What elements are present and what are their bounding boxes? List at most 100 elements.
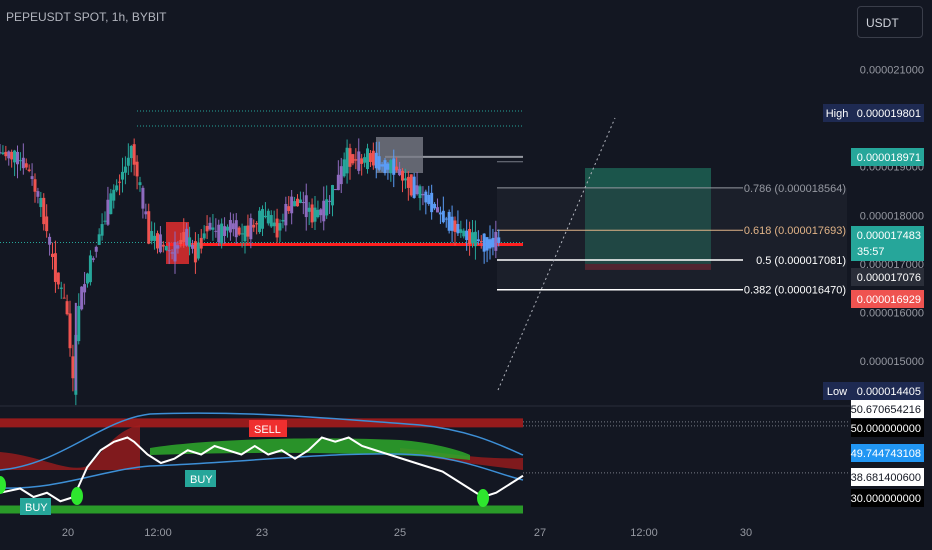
osc-tag-bg [851, 400, 924, 418]
candle-body [234, 220, 238, 238]
candle-body [339, 166, 343, 185]
oscillator-line [0, 436, 524, 503]
candle-body [261, 209, 264, 229]
candle-body [182, 232, 186, 243]
candle-body [444, 218, 448, 220]
current-price-bg [851, 226, 924, 261]
blue-upper [0, 412, 524, 471]
candle-body [436, 207, 439, 213]
candle-body [403, 178, 407, 181]
candle-body [476, 239, 480, 242]
candle-body [447, 211, 451, 231]
osc-tag-bg [851, 489, 924, 507]
candle-body [185, 228, 189, 246]
candle-body [383, 160, 387, 174]
candle-body [4, 151, 8, 157]
candle-body [86, 273, 89, 284]
high-label-bg [823, 104, 851, 122]
candle-body [80, 286, 84, 310]
stop-price-tag-bg [851, 290, 924, 308]
candle-body [430, 192, 434, 213]
candle-body [249, 218, 253, 240]
candle-body [88, 255, 92, 283]
candle-body [272, 222, 276, 227]
candle-body [296, 198, 299, 207]
candle-body [252, 224, 256, 228]
candle-body [284, 203, 288, 226]
fib-label: 0.5 (0.000017081) [756, 255, 846, 267]
candle-body [83, 284, 87, 293]
candle-body [214, 230, 218, 232]
candle-body [45, 216, 49, 232]
candle-body [115, 185, 119, 191]
signal-tag: BUY [190, 474, 213, 486]
candle-body [293, 201, 297, 207]
target-price-tag: 0.000018971 [857, 152, 921, 164]
candle-body [473, 231, 477, 247]
candle-body [482, 233, 486, 252]
candle-body [380, 164, 384, 167]
signal-dot [477, 489, 489, 507]
candle-body [278, 223, 282, 231]
y-tick-label: 0.000017000 [860, 259, 924, 271]
candle-body [7, 151, 11, 159]
candle-body [30, 176, 34, 180]
low-label-bg [823, 382, 851, 400]
candle-body [307, 207, 311, 212]
target-zone [585, 168, 711, 264]
candle-body [138, 182, 142, 186]
candle-body [453, 220, 457, 232]
candle-body [313, 207, 317, 222]
candle-body [56, 272, 60, 285]
x-tick-label: 27 [534, 527, 546, 539]
candle-body [51, 253, 54, 258]
candle-body [258, 210, 262, 233]
candle-body [65, 301, 69, 315]
candle-body [290, 196, 294, 214]
candle-body [412, 176, 416, 198]
candle-body [147, 211, 151, 244]
candle-body [103, 220, 107, 222]
candle-body [202, 233, 206, 239]
candle-body [121, 171, 124, 180]
candle-body [100, 224, 104, 236]
candle-body [368, 153, 372, 162]
candle-body [485, 237, 489, 251]
candle-body [211, 227, 215, 230]
signal-tag: BUY [25, 502, 48, 514]
entry-price-tag: 0.000017076 [857, 272, 921, 284]
candle-body [164, 246, 168, 251]
target-price-tag-bg [851, 148, 924, 166]
candle-body [345, 147, 349, 174]
x-tick-label: 12:00 [144, 527, 172, 539]
osc-tag: 50.000000000 [851, 423, 921, 435]
candle-body [333, 189, 337, 191]
candle-body [357, 151, 361, 171]
candle-body [351, 154, 355, 164]
y-tick-label: 0.000016000 [860, 308, 924, 320]
candle-body [161, 244, 165, 247]
candle-body [226, 226, 229, 231]
candle-body [331, 185, 334, 206]
candle-body [106, 199, 110, 225]
candle-body [33, 179, 37, 192]
signal-tag-bg [249, 420, 287, 437]
candle-body [395, 166, 399, 171]
candle-body [193, 241, 197, 263]
red-cloud-left [0, 425, 140, 470]
candle-body [135, 161, 139, 177]
osc-tag-bg [851, 468, 924, 486]
currency-button[interactable]: USDT [857, 6, 923, 38]
candle-body [366, 148, 369, 170]
high-value-bg [851, 104, 924, 122]
candle-body [237, 227, 241, 235]
candle-body [223, 226, 227, 236]
candle-body [123, 166, 127, 173]
signal-dot [71, 487, 83, 505]
candle-body [36, 191, 40, 197]
candle-body [398, 169, 402, 176]
osc-tag: 38.681400600 [851, 472, 921, 484]
candle-body [328, 200, 332, 202]
candle-body [170, 252, 174, 254]
